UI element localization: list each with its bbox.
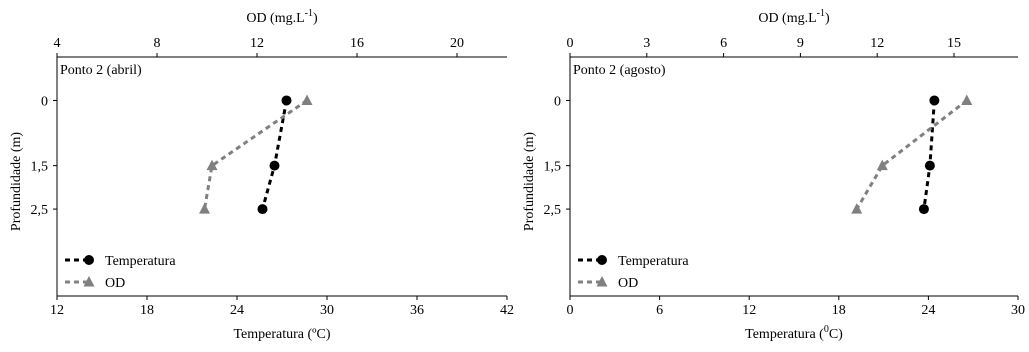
- top-tick-label: 6: [720, 36, 727, 51]
- od-point: [876, 159, 888, 171]
- od-point: [301, 94, 313, 105]
- top-tick-label: 9: [797, 36, 804, 51]
- top-tick-label: 0: [567, 36, 574, 51]
- top-axis-title: OD (mg.L-1): [246, 8, 318, 26]
- temperatura-point: [929, 95, 940, 106]
- legend: Temperatura OD: [65, 254, 176, 291]
- chart-panel-2: 0 3 6 9 12 15 0 6 12 18 24 30 0 1,5 2,5 OD (mg.L-1) Temp…: [522, 8, 1025, 342]
- bottom-tick-label: 24: [230, 303, 244, 318]
- od-point: [851, 203, 863, 214]
- temperatura-point: [281, 95, 292, 106]
- top-tick-label: 12: [870, 36, 884, 51]
- od-point: [961, 94, 973, 105]
- y-tick-label: 1,5: [544, 160, 562, 175]
- top-tick-label: 4: [54, 36, 61, 51]
- temperatura-point: [918, 204, 929, 215]
- temperatura-point: [257, 204, 268, 215]
- od-series-line: [855, 99, 968, 210]
- legend-circle-marker: [597, 255, 607, 265]
- bottom-axis-title: Temperatura (0C): [745, 324, 843, 342]
- top-tick-label: 15: [947, 36, 961, 51]
- top-tick-label: 3: [643, 36, 650, 51]
- y-tick-label: 1,5: [31, 160, 49, 175]
- y-tick-label: 0: [554, 94, 561, 109]
- bottom-tick-label: 12: [50, 303, 64, 318]
- bottom-tick-label: 6: [656, 303, 663, 318]
- legend-label: OD: [105, 276, 125, 291]
- temperatura-series-line: [922, 100, 936, 210]
- bottom-tick-label: 30: [320, 303, 334, 318]
- y-tick-label: 0: [41, 94, 48, 109]
- legend-label: Temperatura: [105, 254, 176, 269]
- temperatura-point: [924, 160, 935, 171]
- top-axis-title: OD (mg.L-1): [758, 8, 830, 26]
- y-axis-title: Profundidade (m): [9, 132, 24, 231]
- od-point: [199, 203, 210, 214]
- top-tick-label: 16: [350, 36, 364, 51]
- bottom-tick-label: 42: [500, 303, 514, 318]
- top-tick-label: 12: [250, 36, 264, 51]
- bottom-tick-label: 12: [742, 303, 756, 318]
- bottom-tick-label: 30: [1011, 303, 1025, 318]
- panel-title: Ponto 2 (abril): [60, 63, 142, 78]
- legend-label: OD: [618, 276, 638, 291]
- panel-title: Ponto 2 (agosto): [573, 63, 666, 78]
- bottom-axis-title: Temperatura (ºC): [233, 327, 330, 342]
- y-tick-label: 2,5: [31, 203, 49, 218]
- legend: Temperatura OD: [578, 254, 689, 291]
- temperatura-point: [269, 160, 280, 171]
- top-tick-label: 8: [154, 36, 161, 51]
- bottom-tick-label: 18: [140, 303, 154, 318]
- y-tick-label: 2,5: [544, 203, 562, 218]
- y-axis-title: Profundidade (m): [522, 132, 537, 231]
- legend-circle-marker: [84, 255, 94, 265]
- legend-triangle-marker: [83, 276, 95, 287]
- legend-label: Temperatura: [618, 254, 689, 269]
- chart-panel-1: 4 8 12 16 20 12 18 24 30 36 42 0 1,5 2,5 OD (mg.L-1) Te…: [9, 8, 514, 342]
- legend-triangle-marker: [596, 276, 608, 287]
- top-tick-label: 20: [450, 36, 464, 51]
- bottom-tick-label: 24: [921, 303, 935, 318]
- bottom-tick-label: 36: [410, 303, 424, 318]
- od-series-line: [203, 99, 308, 210]
- bottom-tick-label: 18: [832, 303, 846, 318]
- od-point: [206, 159, 218, 171]
- bottom-tick-label: 0: [567, 303, 574, 318]
